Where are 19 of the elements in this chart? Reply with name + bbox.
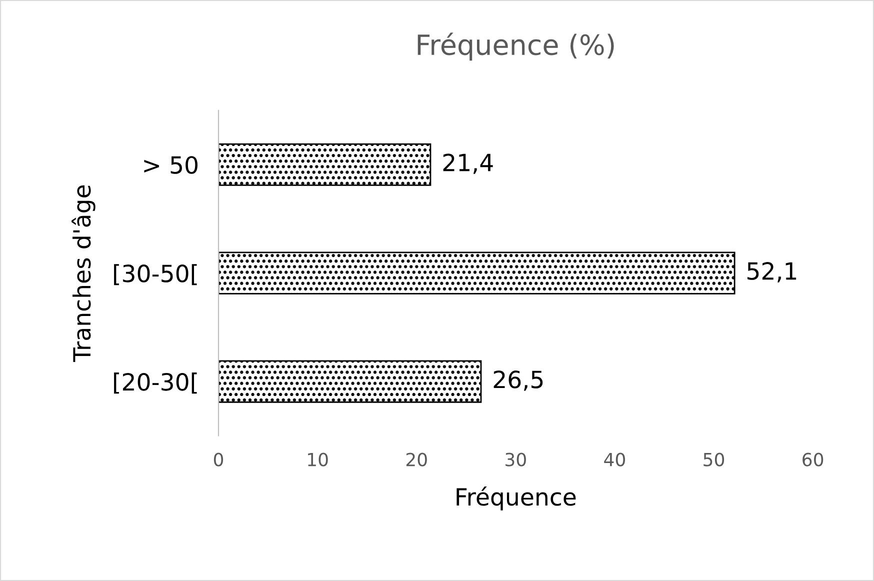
x-tick-label: 30 xyxy=(506,452,526,466)
chart-title: Fréquence (%) xyxy=(418,32,614,61)
data-label: 26,5 xyxy=(494,370,543,391)
y-tick-label: [20-30[ xyxy=(114,372,197,394)
y-tick-label: [30-50[ xyxy=(114,264,197,286)
x-tick-label: 50 xyxy=(704,452,724,466)
x-tick-label: 20 xyxy=(406,452,427,466)
x-axis-title: Fréquence xyxy=(456,486,576,510)
bar xyxy=(218,143,432,186)
x-tick-label: 10 xyxy=(308,452,328,466)
x-tick-label: 0 xyxy=(214,452,224,466)
x-tick-label: 40 xyxy=(604,452,625,466)
y-tick-label: > 50 xyxy=(144,156,198,174)
data-label: 52,1 xyxy=(748,262,796,282)
bar xyxy=(218,360,482,403)
bar xyxy=(218,252,736,294)
x-tick-label: 60 xyxy=(802,452,824,466)
y-axis-title: Tranches d'âge xyxy=(72,185,96,362)
data-label: 21,4 xyxy=(443,154,493,174)
